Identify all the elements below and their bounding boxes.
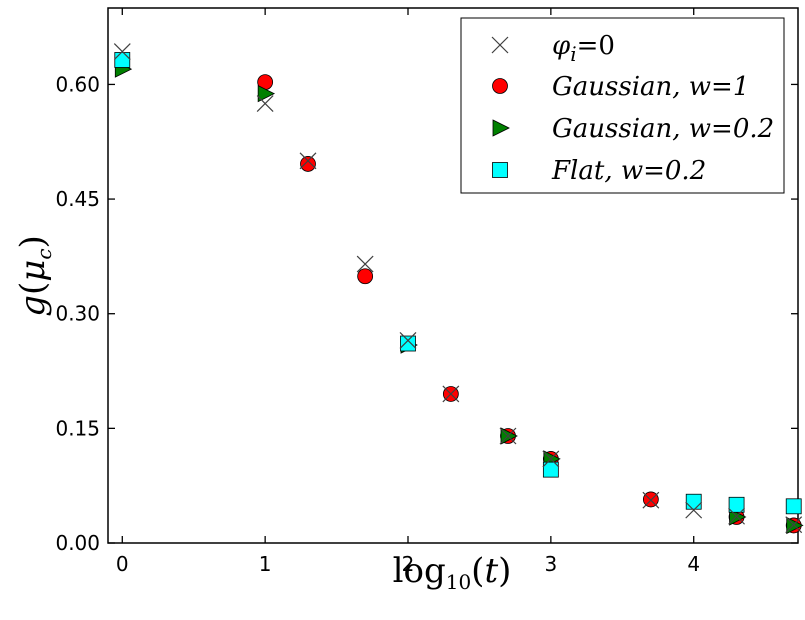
data-point [256,95,274,112]
legend-label: φi=0 [552,31,615,66]
y-tick-label: 0.00 [55,531,100,555]
y-tick-label: 0.60 [55,72,100,96]
data-point [542,461,559,478]
data-point [542,450,560,468]
y-tick-label: 0.30 [55,302,100,326]
data-point [500,427,518,445]
x-tick-label: 3 [544,552,557,576]
data-point [685,501,703,519]
data-point [685,493,702,510]
plot-area [107,7,799,544]
series-square [114,52,802,515]
x-axis-label: log10(t) [393,551,512,594]
legend-label: Gaussian, w=0.2 [552,114,774,144]
data-point [257,84,276,103]
legend-label: Flat, w=0.2 [551,156,706,186]
y-tick-label: 0.45 [55,187,100,211]
data-point [299,152,317,170]
data-point [300,156,316,172]
y-tick-label: 0.15 [55,416,100,440]
legend-marker [491,36,509,54]
legend-entry: φi=0 [491,31,615,66]
data-point [357,268,374,285]
data-point [499,427,517,445]
y-axis-label: g(μc) [13,235,56,317]
x-axis-ticks: 0 1 2 3 4 [116,8,700,576]
data-point [113,43,131,60]
legend-marker [492,119,510,137]
data-point [442,385,460,403]
legend-marker [492,78,508,94]
data-point [400,335,416,352]
data-markers [113,43,804,535]
x-tick-label: 4 [687,552,700,576]
legend-marker [492,162,508,178]
data-point [642,491,660,509]
x-tick-label: 2 [402,552,415,576]
legend: φi=0 Gaussian, w=1 Gaussian, w=0.2 Flat, w=… [460,17,785,194]
x-tick-label: 0 [116,552,129,576]
data-point [728,496,745,513]
plot-frame [107,7,799,544]
legend-entry: Gaussian, w=0.2 [492,114,774,144]
legend-entry: Flat, w=0.2 [492,156,706,186]
data-point [114,52,131,68]
data-point [785,498,802,515]
y-axis-ticks: 0.00 0.15 0.30 0.45 0.60 [55,72,798,555]
legend-label: Gaussian, w=1 [552,72,749,102]
data-point [785,516,803,534]
data-point [728,507,745,525]
legend-box [460,17,785,194]
x-tick-label: 1 [259,552,272,576]
data-point [356,255,374,273]
series-x [113,43,803,534]
legend-entry: Gaussian, w=1 [492,72,749,102]
data-point [399,332,417,349]
